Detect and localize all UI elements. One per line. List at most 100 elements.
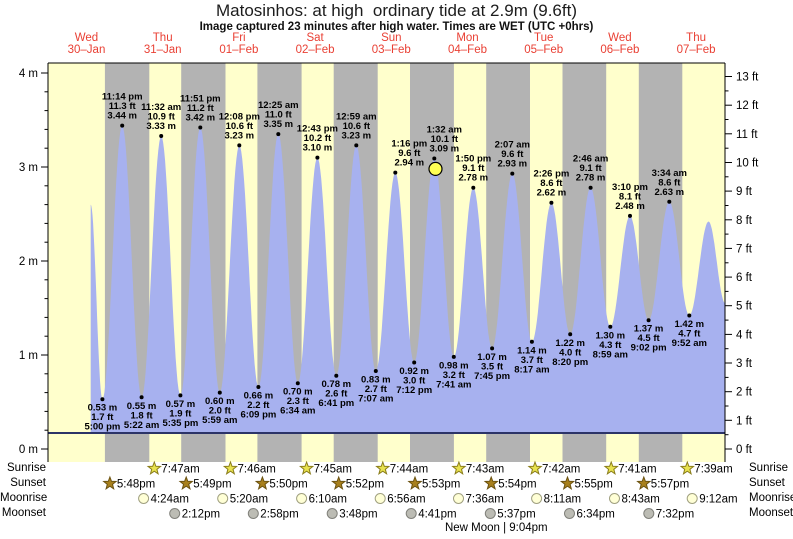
tide-point-dot: [276, 132, 281, 137]
high-tide-label: 11.2 ft: [187, 103, 215, 114]
sunrise-time: 7:39am: [694, 464, 732, 476]
day-name-label: Sat: [306, 32, 324, 44]
sunset-time: 5:48pm: [117, 479, 155, 491]
day-name-label: Wed: [75, 32, 98, 44]
low-tide-label: 0.83 m: [361, 375, 391, 386]
day-date-label: 01–Feb: [219, 44, 258, 56]
right-axis-label: 11 ft: [736, 129, 758, 141]
moonset-time: 4:41pm: [418, 509, 456, 521]
tide-point-dot: [490, 346, 495, 351]
moonset-icon: [643, 508, 655, 519]
sunset-time: 5:55pm: [575, 479, 613, 491]
moonset-icon: [326, 508, 338, 519]
low-tide-label: 0.66 m: [244, 391, 274, 402]
moonset-icon: [169, 508, 181, 519]
sunset-icon: [331, 475, 347, 490]
low-tide-label: 0.92 m: [399, 366, 429, 377]
low-tide-label: 1.14 m: [517, 345, 547, 356]
low-tide-label: 8:59 am: [593, 349, 628, 360]
high-tide-label: 2:46 am: [573, 154, 608, 165]
sunset-time: 5:54pm: [498, 479, 536, 491]
right-axis-label: 1 ft: [736, 415, 753, 427]
low-tide-label: 6:34 am: [280, 406, 315, 417]
day-date-label: 07–Feb: [677, 44, 716, 56]
page-title: Matosinhos: at high ordinary tide at 2.9…: [216, 1, 577, 20]
low-tide-label: 0.60 m: [205, 396, 235, 407]
high-tide-label: 3.44 m: [107, 111, 137, 122]
day-date-label: 06–Feb: [600, 44, 639, 56]
tide-point-dot: [471, 185, 476, 190]
sunset-icon: [483, 475, 499, 490]
moonset-icon: [564, 508, 575, 519]
sunset-time: 5:52pm: [346, 479, 384, 491]
high-tide-label: 3.23 m: [225, 130, 255, 141]
high-tide-label: 12:08 pm: [219, 111, 260, 122]
high-tide-label: 2.78 m: [459, 173, 489, 184]
high-tide-label: 11.3 ft: [109, 101, 137, 112]
low-tide-label: 3.5 ft: [481, 361, 504, 372]
sunrise-time: 7:44am: [390, 464, 428, 476]
low-tide-label: 6:09 pm: [240, 410, 276, 421]
tide-point-dot: [256, 385, 261, 389]
day-date-label: 30–Jan: [68, 44, 106, 56]
sunset-time: 5:50pm: [269, 479, 307, 491]
right-axis-label: 5 ft: [736, 301, 753, 313]
tide-point-dot: [529, 339, 534, 344]
moonrise-time: 4:24am: [151, 494, 189, 506]
tide-point-dot: [139, 395, 144, 400]
sunset-row-label-left: Sunset: [10, 477, 46, 489]
right-axis-label: 3 ft: [736, 358, 753, 370]
moonrise-icon: [374, 493, 386, 504]
low-tide-label: 7:41 am: [436, 379, 471, 390]
moonset-time: 7:32pm: [656, 509, 694, 521]
sunset-icon: [178, 475, 194, 490]
moonrise-row-label-right: Moonrise: [749, 492, 793, 504]
sunrise-icon: [299, 460, 315, 475]
tide-point-dot: [393, 170, 398, 175]
moonrise-icon: [296, 493, 308, 504]
low-tide-label: 5:35 pm: [162, 418, 198, 429]
high-tide-label: 10.2 ft: [304, 133, 332, 144]
high-tide-label: 3.33 m: [146, 121, 176, 132]
moonset-icon: [405, 508, 417, 519]
sunrise-icon: [375, 460, 391, 475]
tide-point-dot: [315, 155, 320, 160]
high-tide-label: 10.6 ft: [343, 121, 371, 132]
left-axis-label: 4 m: [19, 68, 38, 80]
sunrise-time: 7:43am: [466, 464, 504, 476]
moonset-icon: [247, 508, 259, 519]
sunset-time: 5:53pm: [422, 479, 460, 491]
low-tide-label: 2.0 ft: [209, 406, 232, 417]
high-tide-label: 8.1 ft: [619, 191, 642, 202]
right-axis-label: 0 ft: [736, 444, 753, 456]
sunrise-time: 7:47am: [161, 464, 199, 476]
tide-point-dot: [295, 381, 300, 386]
moonrise-time: 8:43am: [622, 494, 660, 506]
sunrise-time: 7:45am: [314, 464, 352, 476]
high-tide-label: 10.9 ft: [147, 112, 175, 123]
tide-point-dot: [237, 143, 242, 148]
moonset-time: 5:37pm: [497, 509, 535, 521]
right-axis-label: 13 ft: [736, 72, 759, 84]
low-tide-label: 7:12 pm: [396, 385, 432, 396]
day-date-label: 05–Feb: [524, 44, 563, 56]
high-tide-label: 11:51 pm: [180, 94, 221, 105]
sunrise-icon: [146, 460, 162, 475]
tide-point-dot: [608, 324, 613, 329]
tide-point-dot: [217, 390, 222, 395]
high-tide-label: 12:59 am: [336, 111, 377, 122]
high-tide-label: 8.6 ft: [540, 178, 563, 189]
sunset-icon: [559, 475, 576, 490]
low-tide-label: 5:22 am: [124, 420, 159, 431]
tide-area: [90, 125, 725, 433]
low-tide-label: 4.3 ft: [599, 340, 622, 351]
tide-point-dot: [667, 199, 672, 204]
low-tide-label: 1.30 m: [596, 330, 626, 341]
day-name-label: Thu: [153, 32, 173, 44]
day-name-label: Sun: [381, 32, 401, 44]
high-tide-label: 12:43 pm: [297, 124, 338, 135]
tide-point-dot: [687, 313, 692, 318]
sunrise-icon: [603, 460, 619, 475]
high-tide-label: 2.78 m: [576, 173, 606, 184]
